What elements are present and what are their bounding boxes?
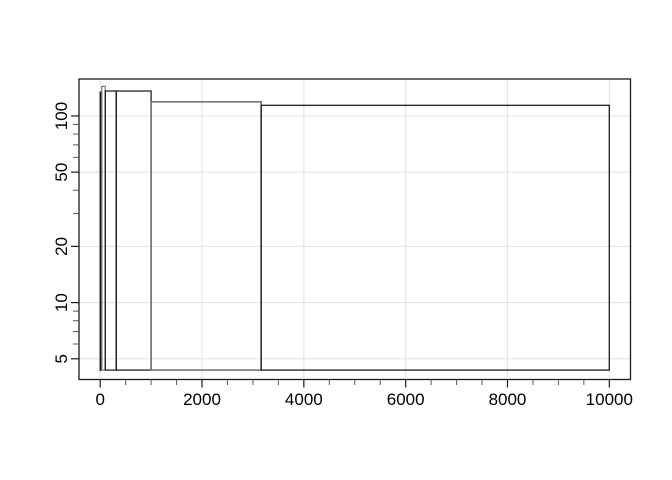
bar-rect <box>104 90 117 371</box>
y-tick-label: 10 <box>52 293 71 312</box>
y-tick-label: 20 <box>52 237 71 256</box>
x-tick-label: 0 <box>95 390 104 409</box>
y-tick-label: 5 <box>52 354 71 363</box>
x-tick-label: 4000 <box>285 390 323 409</box>
plot-box <box>78 78 632 381</box>
x-tick-label: 10000 <box>586 390 633 409</box>
x-tick-label: 8000 <box>489 390 527 409</box>
x-tick-label: 6000 <box>387 390 425 409</box>
y-tick-label: 100 <box>52 102 71 130</box>
x-tick-label: 2000 <box>183 390 221 409</box>
y-tick-label: 50 <box>52 163 71 182</box>
bar-rect <box>115 90 152 371</box>
bar-rect <box>150 101 262 371</box>
bar-rect <box>260 104 611 371</box>
